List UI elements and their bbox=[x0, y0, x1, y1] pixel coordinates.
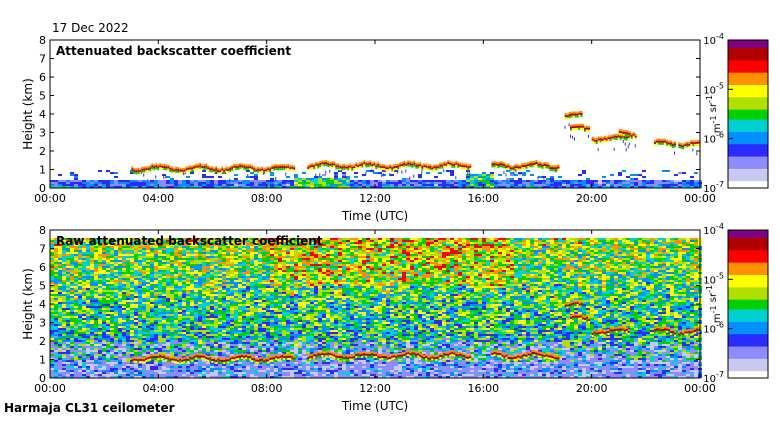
date-label: 17 Dec 2022 bbox=[52, 21, 129, 35]
colorbar-unit-label: m-1 sr-1 bbox=[705, 285, 723, 323]
y-tick-label: 0 bbox=[39, 182, 46, 195]
y-tick-label: 7 bbox=[39, 243, 46, 256]
y-tick-label: 0 bbox=[39, 372, 46, 385]
y-tick-label: 5 bbox=[39, 90, 46, 103]
x-axis-label: Time (UTC) bbox=[341, 209, 408, 223]
x-tick-label: 16:00 bbox=[467, 382, 499, 395]
y-tick-label: 2 bbox=[39, 145, 46, 158]
x-tick-label: 16:00 bbox=[467, 192, 499, 205]
x-tick-label: 08:00 bbox=[251, 382, 283, 395]
y-tick-label: 2 bbox=[39, 335, 46, 348]
y-tick-label: 6 bbox=[39, 261, 46, 274]
instrument-label: Harmaja CL31 ceilometer bbox=[4, 401, 175, 415]
colorbar: 10-710-610-510-4m-1 sr-1 bbox=[703, 222, 768, 385]
x-tick-label: 08:00 bbox=[251, 192, 283, 205]
x-tick-label: 04:00 bbox=[142, 192, 174, 205]
y-axis-label: Height (km) bbox=[21, 268, 35, 339]
x-tick-label: 12:00 bbox=[359, 192, 391, 205]
colorbar-tick-label: 10-7 bbox=[703, 180, 724, 195]
y-tick-label: 4 bbox=[39, 298, 46, 311]
y-tick-label: 3 bbox=[39, 317, 46, 330]
y-tick-label: 6 bbox=[39, 71, 46, 84]
colorbar-tick-label: 10-4 bbox=[703, 222, 724, 237]
colorbar-tick-label: 10-5 bbox=[703, 81, 724, 96]
x-tick-label: 04:00 bbox=[142, 382, 174, 395]
y-tick-label: 5 bbox=[39, 280, 46, 293]
y-tick-label: 3 bbox=[39, 127, 46, 140]
colorbar-tick-label: 10-4 bbox=[703, 32, 724, 47]
x-tick-label: 20:00 bbox=[576, 382, 608, 395]
y-tick-label: 8 bbox=[39, 34, 46, 47]
y-tick-label: 1 bbox=[39, 164, 46, 177]
colorbar-unit-label: m-1 sr-1 bbox=[705, 95, 723, 133]
x-tick-label: 12:00 bbox=[359, 382, 391, 395]
y-tick-label: 7 bbox=[39, 53, 46, 66]
chart-title: Attenuated backscatter coefficient bbox=[56, 44, 291, 58]
colorbar: 10-710-610-510-4m-1 sr-1 bbox=[703, 32, 768, 195]
colorbar-tick-label: 10-7 bbox=[703, 370, 724, 385]
x-tick-label: 20:00 bbox=[576, 192, 608, 205]
y-tick-label: 8 bbox=[39, 224, 46, 237]
x-axis-label: Time (UTC) bbox=[341, 399, 408, 413]
colorbar-tick-label: 10-5 bbox=[703, 271, 724, 286]
chart-title: Raw attenuated backscatter coefficient bbox=[56, 234, 323, 248]
y-tick-label: 1 bbox=[39, 354, 46, 367]
y-axis-label: Height (km) bbox=[21, 78, 35, 149]
y-tick-label: 4 bbox=[39, 108, 46, 121]
